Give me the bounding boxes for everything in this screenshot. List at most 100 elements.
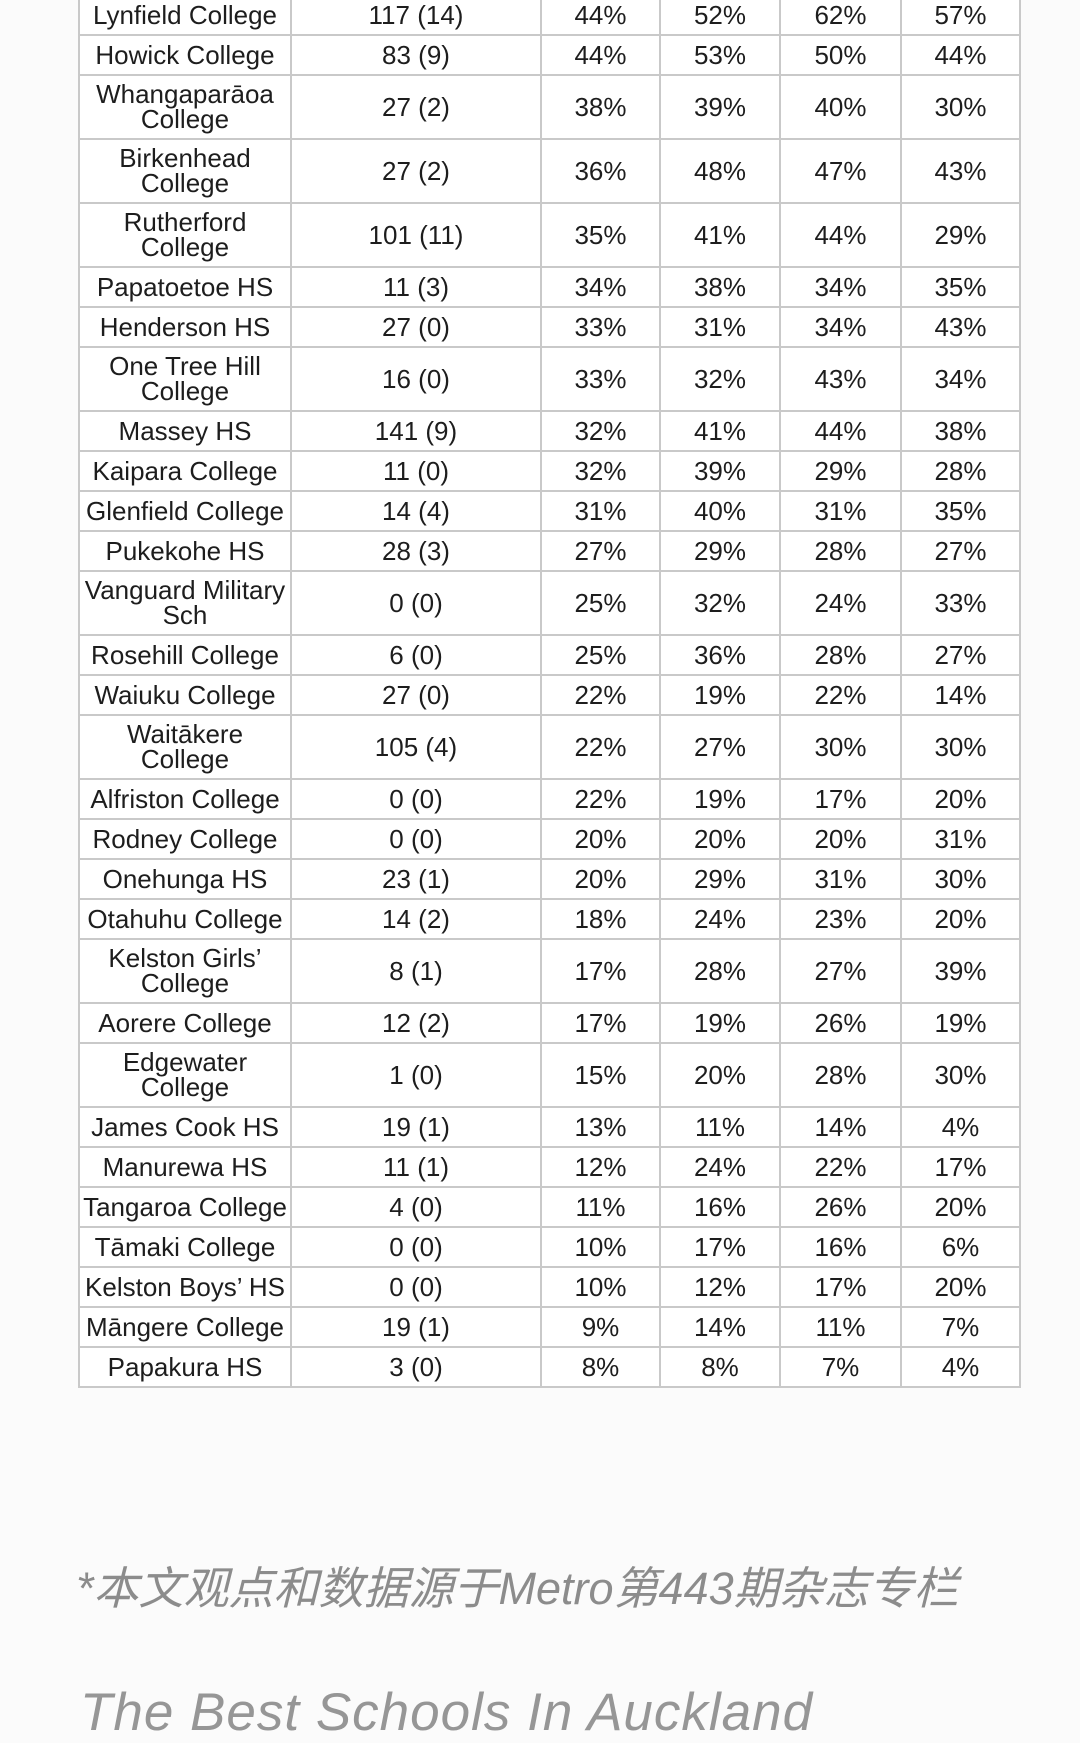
school-name-cell: Rosehill College	[78, 634, 292, 676]
school-name-cell: Birkenhead College	[78, 138, 292, 204]
school-name-cell: Edgewater College	[78, 1042, 292, 1108]
enrolment-cell: 19 (1)	[290, 1106, 542, 1148]
school-name-line: Henderson HS	[99, 311, 271, 342]
enrolment-cell: 28 (3)	[290, 530, 542, 572]
percent-cell: 11%	[779, 1306, 902, 1348]
enrolment-cell: 0 (0)	[290, 818, 542, 860]
enrolment-cell: 101 (11)	[290, 202, 542, 268]
table-row: Kelston Girls’ College 8 (1) 17% 28% 27% 39%	[78, 938, 1021, 1004]
percent-cell: 33%	[900, 570, 1021, 636]
percent-cell: 6%	[900, 1226, 1021, 1268]
percent-cell: 15%	[540, 1042, 661, 1108]
percent-cell: 4%	[900, 1346, 1021, 1388]
table-row: Lynfield College 117 (14) 44% 52% 62% 57%	[78, 0, 1021, 36]
table-row: Rodney College 0 (0) 20% 20% 20% 31%	[78, 818, 1021, 860]
percent-cell: 36%	[540, 138, 661, 204]
school-name-cell: Rutherford College	[78, 202, 292, 268]
percent-cell: 19%	[659, 778, 781, 820]
table-row: Rosehill College 6 (0) 25% 36% 28% 27%	[78, 634, 1021, 676]
percent-cell: 27%	[900, 634, 1021, 676]
percent-cell: 44%	[779, 202, 902, 268]
school-name-line: James Cook HS	[91, 1111, 279, 1142]
school-name-cell: Vanguard Military Sch	[78, 570, 292, 636]
school-name-cell: Rodney College	[78, 818, 292, 860]
school-name-cell: Pukekohe HS	[78, 530, 292, 572]
table-row: James Cook HS 19 (1) 13% 11% 14% 4%	[78, 1106, 1021, 1148]
percent-cell: 10%	[540, 1226, 661, 1268]
school-name-cell: Kelston Boys’ HS	[78, 1266, 292, 1308]
table-row: Otahuhu College 14 (2) 18% 24% 23% 20%	[78, 898, 1021, 940]
percent-cell: 20%	[540, 818, 661, 860]
percent-cell: 38%	[900, 410, 1021, 452]
table-row: Tangaroa College 4 (0) 11% 16% 26% 20%	[78, 1186, 1021, 1228]
percent-cell: 43%	[900, 306, 1021, 348]
percent-cell: 20%	[540, 858, 661, 900]
school-name-line: Onehunga HS	[102, 863, 268, 894]
percent-cell: 9%	[540, 1306, 661, 1348]
percent-cell: 29%	[659, 858, 781, 900]
percent-cell: 20%	[900, 1186, 1021, 1228]
schools-table-body: Lynfield College 117 (14) 44% 52% 62% 57% Howi…	[78, 0, 1021, 1388]
school-name-cell: Onehunga HS	[78, 858, 292, 900]
school-name-cell: Kelston Girls’ College	[78, 938, 292, 1004]
school-name-line: Whangaparāoa	[96, 79, 274, 109]
percent-cell: 12%	[659, 1266, 781, 1308]
table-row: Waiuku College 27 (0) 22% 19% 22% 14%	[78, 674, 1021, 716]
table-row: Māngere College 19 (1) 9% 14% 11% 7%	[78, 1306, 1021, 1348]
table-row: Howick College 83 (9) 44% 53% 50% 44%	[78, 34, 1021, 76]
school-name-cell: Massey HS	[78, 410, 292, 452]
school-name-line: Kelston Girls’	[108, 943, 262, 973]
percent-cell: 30%	[900, 1042, 1021, 1108]
school-name-line: College	[140, 1072, 230, 1102]
school-name-line: Papakura HS	[107, 1351, 263, 1382]
percent-cell: 25%	[540, 570, 661, 636]
school-name-line: Aorere College	[98, 1007, 272, 1038]
table-row: Waitākere College 105 (4) 22% 27% 30% 30%	[78, 714, 1021, 780]
percent-cell: 39%	[900, 938, 1021, 1004]
percent-cell: 17%	[540, 938, 661, 1004]
percent-cell: 38%	[540, 74, 661, 140]
percent-cell: 28%	[659, 938, 781, 1004]
school-name-cell: Glenfield College	[78, 490, 292, 532]
table-row: Massey HS 141 (9) 32% 41% 44% 38%	[78, 410, 1021, 452]
percent-cell: 14%	[659, 1306, 781, 1348]
percent-cell: 28%	[900, 450, 1021, 492]
table-row: Kaipara College 11 (0) 32% 39% 29% 28%	[78, 450, 1021, 492]
school-name-line: Kaipara College	[92, 455, 278, 486]
percent-cell: 30%	[900, 858, 1021, 900]
percent-cell: 32%	[540, 410, 661, 452]
enrolment-cell: 11 (1)	[290, 1146, 542, 1188]
school-name-line: Kelston Boys’ HS	[85, 1271, 285, 1302]
percent-cell: 48%	[659, 138, 781, 204]
percent-cell: 22%	[540, 674, 661, 716]
percent-cell: 34%	[540, 266, 661, 308]
percent-cell: 44%	[540, 34, 661, 76]
percent-cell: 32%	[659, 346, 781, 412]
percent-cell: 19%	[900, 1002, 1021, 1044]
percent-cell: 32%	[540, 450, 661, 492]
enrolment-cell: 14 (4)	[290, 490, 542, 532]
table-row: Onehunga HS 23 (1) 20% 29% 31% 30%	[78, 858, 1021, 900]
school-name-line: Tangaroa College	[83, 1191, 287, 1222]
school-name-cell: Otahuhu College	[78, 898, 292, 940]
percent-cell: 28%	[779, 530, 902, 572]
table-row: Glenfield College 14 (4) 31% 40% 31% 35%	[78, 490, 1021, 532]
percent-cell: 31%	[900, 818, 1021, 860]
school-name-cell: Aorere College	[78, 1002, 292, 1044]
enrolment-cell: 105 (4)	[290, 714, 542, 780]
percent-cell: 30%	[900, 74, 1021, 140]
percent-cell: 41%	[659, 202, 781, 268]
percent-cell: 33%	[540, 306, 661, 348]
school-name-cell: Whangaparāoa College	[78, 74, 292, 140]
percent-cell: 20%	[659, 818, 781, 860]
percent-cell: 17%	[540, 1002, 661, 1044]
percent-cell: 23%	[779, 898, 902, 940]
percent-cell: 52%	[659, 0, 781, 36]
table-row: Manurewa HS 11 (1) 12% 24% 22% 17%	[78, 1146, 1021, 1188]
percent-cell: 38%	[659, 266, 781, 308]
school-name-line: College	[140, 232, 230, 262]
enrolment-cell: 0 (0)	[290, 778, 542, 820]
school-name-cell: Waiuku College	[78, 674, 292, 716]
percent-cell: 33%	[540, 346, 661, 412]
percent-cell: 20%	[900, 1266, 1021, 1308]
